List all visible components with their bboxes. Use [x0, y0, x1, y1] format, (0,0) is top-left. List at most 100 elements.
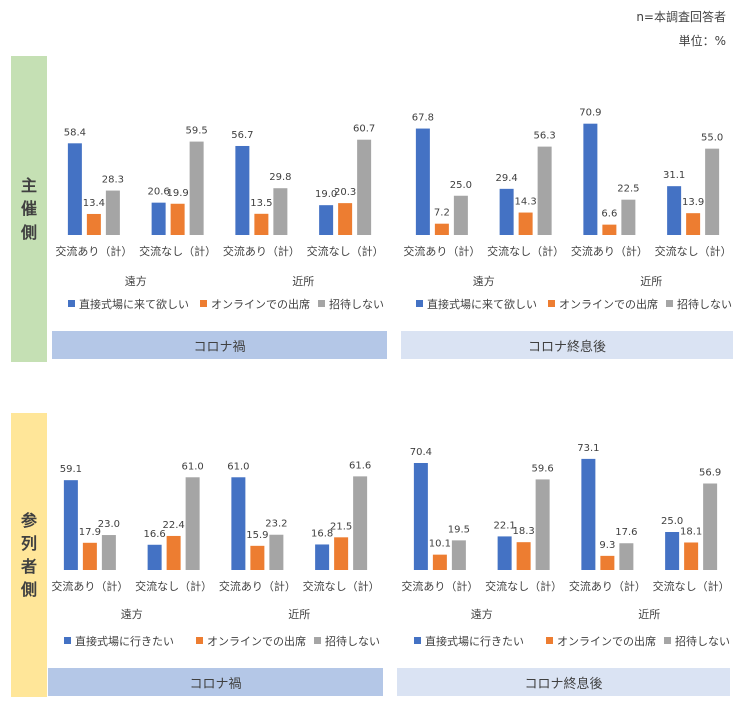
data-label: 22.1: [493, 520, 515, 531]
category-label: 交流あり（計）: [219, 579, 296, 593]
legend-label: オンラインでの出席: [211, 297, 310, 311]
row-label-char: 催: [20, 199, 37, 219]
bar: [250, 545, 265, 570]
data-label: 19.0: [315, 189, 337, 200]
bar: [583, 123, 598, 235]
bar: [353, 476, 368, 570]
data-label: 13.4: [83, 198, 105, 209]
data-label: 25.0: [450, 180, 472, 191]
legend-swatch: [68, 300, 75, 307]
bar: [105, 190, 120, 235]
category-label: 交流あり（計）: [223, 244, 300, 258]
legend-label: オンラインでの出席: [559, 297, 658, 311]
row-label-attendee: 参 列 者 側: [11, 413, 47, 697]
data-label: 61.6: [349, 460, 371, 471]
data-label: 10.1: [429, 539, 451, 550]
data-label: 6.6: [601, 209, 617, 220]
bar: [535, 479, 550, 570]
bar: [432, 554, 447, 570]
bar: [86, 213, 101, 235]
bar: [170, 203, 185, 235]
bar: [600, 555, 615, 570]
bar: [451, 540, 466, 570]
data-label: 56.9: [699, 468, 721, 479]
row-label-char: 列: [20, 533, 37, 553]
bar: [67, 143, 82, 235]
bar: [315, 544, 330, 570]
bar: [453, 195, 468, 235]
category-label: 交流あり（計）: [403, 244, 480, 258]
legend-swatch: [196, 637, 203, 644]
legend-swatch: [318, 300, 325, 307]
bar: [537, 146, 552, 235]
data-label: 18.3: [512, 526, 534, 537]
bar: [189, 141, 204, 235]
legend-swatch: [546, 637, 553, 644]
bar: [185, 477, 200, 570]
bar: [82, 542, 97, 570]
row-label-char: 者: [20, 557, 37, 576]
data-label: 13.5: [250, 198, 272, 209]
data-label: 22.5: [617, 184, 639, 195]
data-label: 17.6: [615, 527, 637, 538]
data-label: 29.4: [495, 173, 517, 184]
bar: [357, 139, 372, 235]
data-label: 15.9: [246, 530, 268, 541]
data-label: 17.9: [79, 527, 101, 538]
bar: [518, 212, 533, 235]
legend-label: 招待しない: [675, 634, 730, 648]
bar: [581, 458, 596, 570]
data-label: 21.5: [330, 521, 352, 532]
data-label: 14.3: [514, 197, 536, 208]
data-label: 9.3: [599, 540, 615, 551]
legend-swatch: [548, 300, 555, 307]
category-label: 交流あり（計）: [569, 579, 646, 593]
legend-label: 直接式場に行きたい: [425, 634, 524, 648]
bar: [686, 213, 701, 235]
category-label: 交流なし（計）: [135, 579, 212, 593]
data-label: 55.0: [701, 133, 723, 144]
category-label: 交流あり（計）: [55, 244, 132, 258]
bar: [667, 186, 682, 235]
category-label: 交流なし（計）: [307, 244, 384, 258]
bar: [516, 542, 531, 570]
bar: [334, 537, 349, 570]
bar: [319, 205, 334, 235]
category-label: 交流なし（計）: [485, 579, 562, 593]
bar: [413, 462, 428, 570]
row-label-char: 参: [20, 510, 37, 530]
data-label: 31.1: [663, 170, 685, 181]
legend-label: 直接式場に来て欲しい: [427, 297, 537, 311]
bar: [254, 213, 269, 235]
data-label: 29.8: [269, 172, 291, 183]
bar: [602, 224, 617, 235]
bar: [497, 536, 512, 570]
legend-label: オンラインでの出席: [557, 634, 656, 648]
data-label: 20.3: [334, 187, 356, 198]
legend-label: 招待しない: [329, 297, 384, 311]
legend-label: 直接式場に行きたい: [75, 634, 174, 648]
data-label: 19.5: [448, 524, 470, 535]
data-label: 16.8: [311, 528, 333, 539]
group-label: 遠方: [125, 274, 147, 288]
data-label: 59.1: [60, 464, 82, 475]
category-label: 交流なし（計）: [303, 579, 380, 593]
legend-swatch: [416, 300, 423, 307]
category-label: 交流なし（計）: [139, 244, 216, 258]
data-label: 16.6: [143, 529, 165, 540]
data-label: 61.0: [181, 461, 203, 472]
bar: [231, 477, 246, 570]
data-label: 7.2: [434, 208, 450, 219]
group-label: 近所: [638, 608, 660, 621]
bar: [619, 543, 634, 570]
group-label: 近所: [288, 608, 310, 621]
bar: [269, 534, 284, 570]
bar: [147, 544, 162, 570]
data-label: 56.3: [533, 131, 555, 142]
data-label: 61.0: [227, 461, 249, 472]
bar: [151, 202, 166, 235]
data-label: 23.2: [265, 519, 287, 530]
group-label: 近所: [292, 275, 314, 288]
data-label: 56.7: [231, 130, 253, 141]
